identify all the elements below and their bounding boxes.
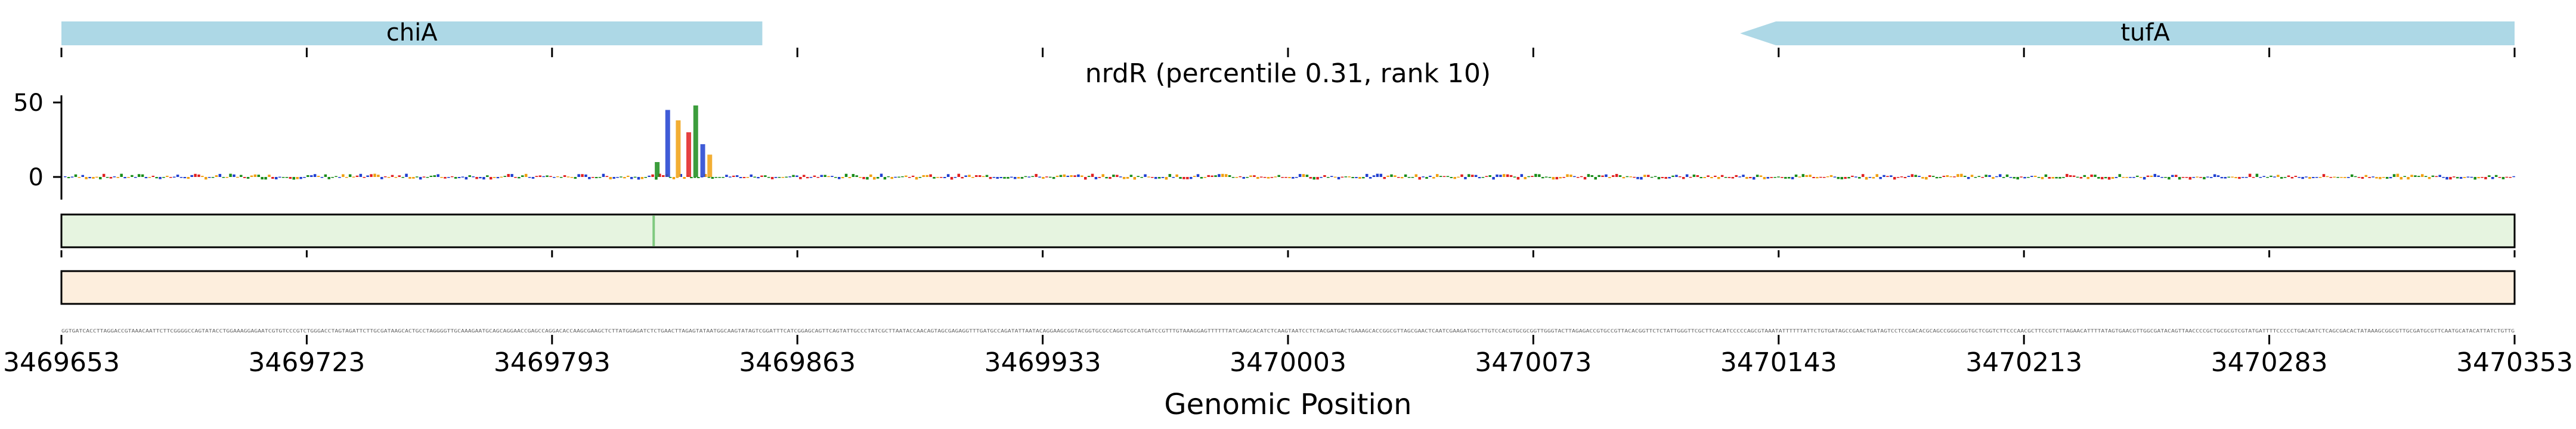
x-tick-label: 3470073	[1475, 347, 1592, 378]
logo-y-tick-label: 50	[13, 89, 44, 117]
gene-tufA	[1740, 21, 2515, 45]
green-track	[60, 213, 2516, 248]
gene-label-chiA: chiA	[386, 19, 438, 46]
logo-peak	[693, 105, 698, 177]
x-axis-label: Genomic Position	[1164, 388, 1411, 421]
logo-peak	[707, 154, 713, 177]
x-tick-label: 3470003	[1230, 347, 1346, 378]
sequence-logo-track: 0 50	[13, 89, 2515, 200]
gene-chiA	[61, 21, 763, 45]
x-tick-label: 3470283	[2211, 347, 2328, 378]
dna-sequence-row: GGTGATCACCTTAGGACCGTAAACAATTCTTCGGGGCCAG…	[61, 328, 2515, 334]
green-track-peak	[652, 216, 655, 246]
bottom-x-axis: 3469653 3469723 3469793 3469863 3469933 34700…	[3, 335, 2573, 378]
x-tick-label: 3469653	[3, 347, 120, 378]
logo-peak	[686, 132, 692, 177]
x-tick-label: 3469793	[494, 347, 611, 378]
x-tick-label: 3470213	[1965, 347, 2082, 378]
logo-baseline-glyphs	[64, 173, 2515, 180]
x-axis-ticks	[60, 48, 2516, 57]
logo-peak	[700, 144, 705, 177]
x-tick-label: 3469933	[984, 347, 1101, 378]
dna-sequence: GGTGATCACCTTAGGACCGTAAACAATTCTTCGGGGCCAG…	[61, 328, 2515, 334]
chart-title: nrdR (percentile 0.31, rank 10)	[1085, 58, 1491, 89]
heatmap-tracks	[60, 213, 2516, 305]
x-tick-label: 3470143	[1720, 347, 1837, 378]
logo-peak	[665, 110, 670, 177]
orange-track	[60, 270, 2516, 305]
logo-y-tick-label: 0	[29, 164, 44, 191]
x-tick-label: 3469723	[248, 347, 365, 378]
x-tick-label: 3470353	[2456, 347, 2573, 378]
gene-label-tufA: tufA	[2120, 19, 2170, 46]
gene-annotation-track: chiA tufA	[61, 19, 2515, 46]
logo-peak	[655, 162, 660, 177]
x-tick-label: 3469863	[739, 347, 856, 378]
logo-peak	[676, 120, 681, 177]
